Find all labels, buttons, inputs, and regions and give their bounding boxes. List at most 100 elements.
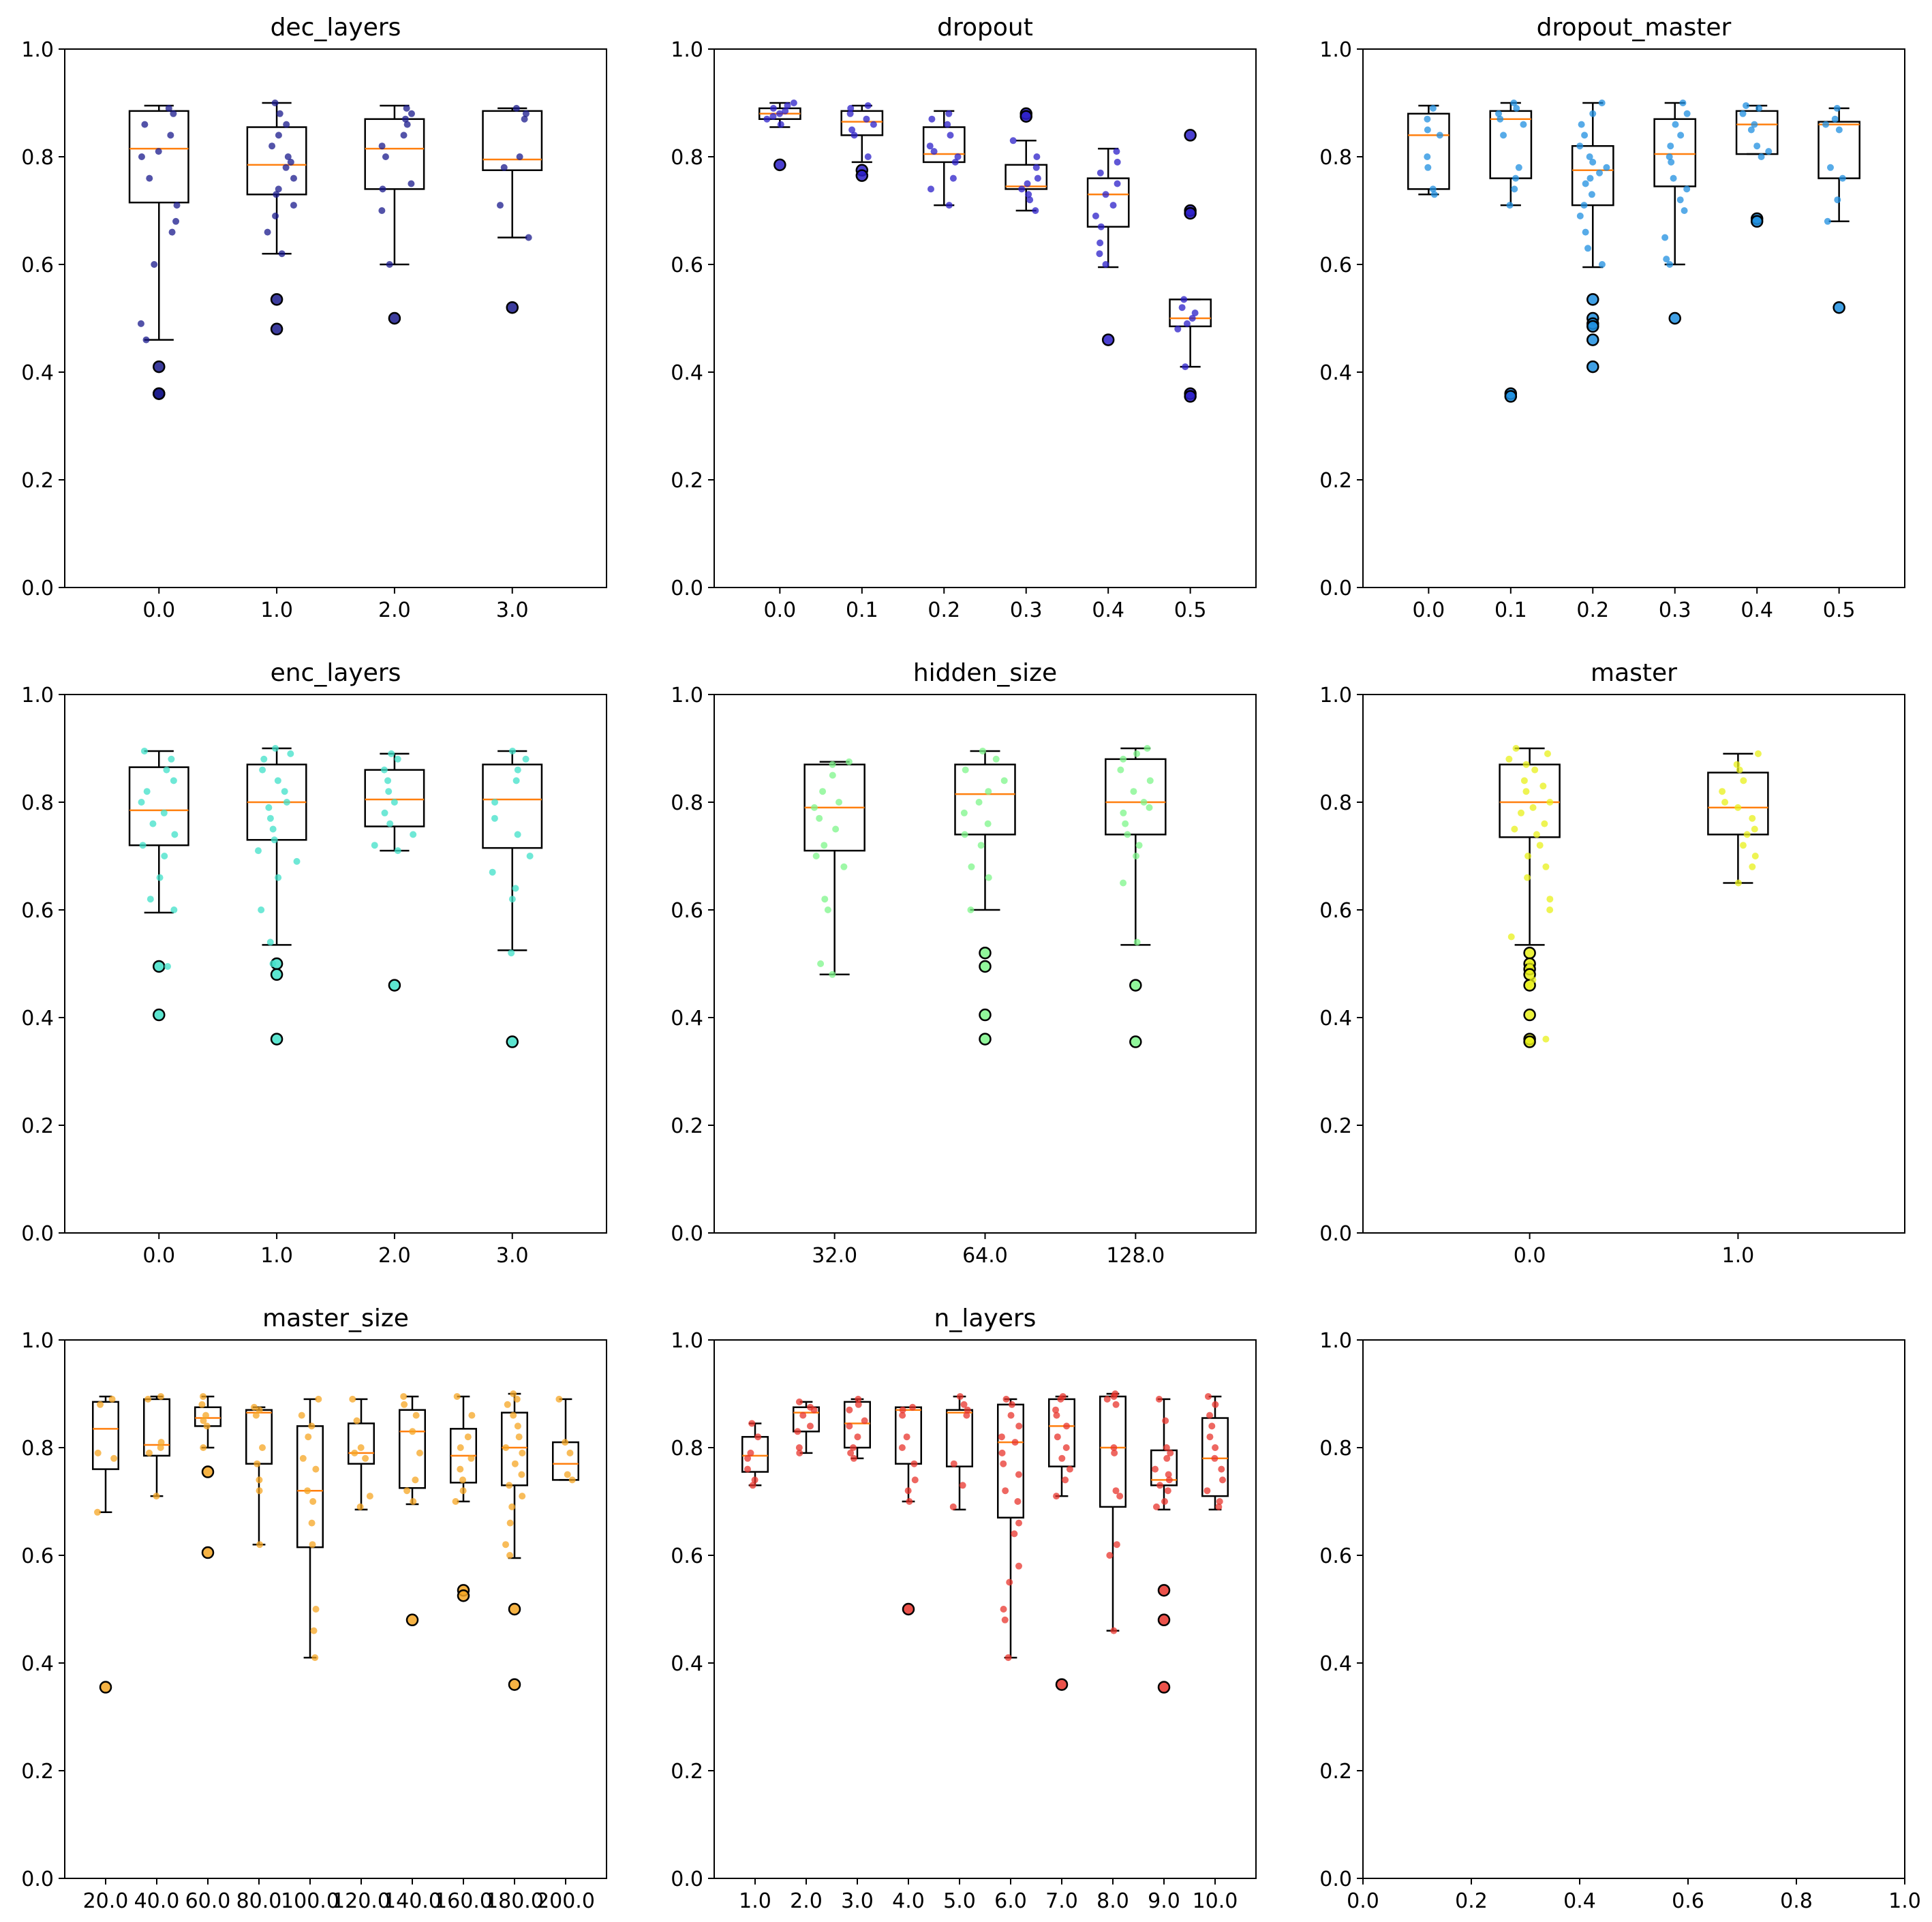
x-tick-label: 9.0 xyxy=(1148,1889,1180,1913)
outlier-point xyxy=(1184,390,1197,403)
data-point xyxy=(1182,363,1189,371)
data-point xyxy=(847,104,855,112)
x-tick-label: 3.0 xyxy=(841,1889,874,1913)
data-point xyxy=(272,745,279,752)
data-point xyxy=(512,885,519,892)
data-point xyxy=(806,1422,814,1430)
data-point xyxy=(904,1487,912,1495)
data-point xyxy=(156,874,164,881)
data-point xyxy=(298,1412,305,1419)
y-tick-label: 0.8 xyxy=(21,1437,54,1461)
data-point xyxy=(168,755,175,763)
data-point xyxy=(1034,174,1041,182)
data-point xyxy=(508,896,516,903)
data-point xyxy=(945,110,953,117)
data-point xyxy=(157,1392,165,1400)
box-iqr xyxy=(1407,112,1450,190)
subplot-title: dropout xyxy=(937,14,1033,42)
box-iqr xyxy=(348,1422,375,1465)
data-point xyxy=(512,104,520,112)
outlier-point xyxy=(270,968,283,981)
data-point xyxy=(1206,1433,1214,1441)
data-point xyxy=(832,825,840,833)
y-tick-label: 0.2 xyxy=(1319,1114,1352,1138)
y-tick-label: 1.0 xyxy=(1319,684,1352,707)
data-point xyxy=(464,1433,472,1441)
y-tick-label: 0.4 xyxy=(21,361,54,385)
y-tick-label: 0.4 xyxy=(1319,1007,1352,1031)
data-point xyxy=(1529,804,1537,811)
x-tick-label: 0.6 xyxy=(1672,1889,1704,1913)
data-point xyxy=(515,1433,523,1441)
data-point xyxy=(1204,1392,1212,1400)
y-tick-label: 0.6 xyxy=(1319,1544,1352,1568)
data-point xyxy=(1191,309,1199,317)
data-point xyxy=(1164,1487,1171,1495)
outlier-point xyxy=(1523,1008,1536,1022)
data-point xyxy=(167,132,174,139)
box-iqr xyxy=(482,763,543,849)
data-point xyxy=(1500,132,1507,139)
subplot-4: enc_layers 0.0 0.2 0.4 0.6 0.8 1.0 0.0 1.0 2.0 3.0 xyxy=(21,659,607,1268)
box-iqr xyxy=(1571,144,1614,207)
outlier-point xyxy=(1129,1035,1142,1048)
data-point xyxy=(160,809,168,817)
subplot-title: dropout_master xyxy=(1537,14,1732,42)
data-point xyxy=(1753,142,1761,150)
box-iqr xyxy=(1489,110,1533,179)
data-point xyxy=(1542,1035,1550,1043)
data-point xyxy=(1032,207,1039,214)
data-point xyxy=(562,1439,569,1446)
data-point xyxy=(1546,896,1554,903)
data-point xyxy=(170,110,177,117)
box-0.1 xyxy=(840,102,884,182)
x-tick-label: 140.0 xyxy=(383,1889,442,1913)
data-point xyxy=(1835,126,1843,134)
data-point xyxy=(930,148,938,155)
box-140.0 xyxy=(399,1392,426,1627)
box-3.0 xyxy=(482,104,543,314)
data-point xyxy=(416,1449,423,1456)
data-point xyxy=(1517,809,1524,817)
outlier-point xyxy=(1750,215,1764,228)
data-point xyxy=(1751,825,1758,833)
x-tick-label: 40.0 xyxy=(134,1889,180,1913)
subplot-title: master_size xyxy=(262,1305,409,1332)
box-iqr xyxy=(1499,763,1561,838)
data-point xyxy=(170,777,177,784)
data-point xyxy=(403,121,411,128)
box-10.0 xyxy=(1201,1392,1229,1511)
data-point xyxy=(1133,939,1141,946)
data-point xyxy=(816,814,823,822)
box-0.0 xyxy=(758,100,801,172)
data-point xyxy=(1216,1498,1223,1505)
data-point xyxy=(287,158,294,166)
data-point xyxy=(1000,1606,1007,1613)
data-point xyxy=(1001,1616,1009,1623)
y-tick-label: 0.6 xyxy=(671,254,703,277)
data-point xyxy=(1024,180,1031,187)
data-point xyxy=(1670,174,1677,182)
axes-frame xyxy=(64,694,607,1234)
data-point xyxy=(1097,169,1104,177)
data-point xyxy=(1734,804,1742,811)
data-point xyxy=(276,110,283,117)
data-point xyxy=(1679,100,1687,106)
data-point xyxy=(509,747,517,754)
x-tick-label: 1.0 xyxy=(260,598,293,622)
x-tick-label: 0.0 xyxy=(1514,1244,1546,1268)
data-point xyxy=(256,1406,263,1414)
data-point xyxy=(1580,202,1588,209)
data-point xyxy=(849,1444,857,1451)
data-point xyxy=(513,1395,521,1403)
data-point xyxy=(1507,933,1515,941)
data-point xyxy=(506,1552,514,1559)
data-point xyxy=(1739,842,1747,849)
data-point xyxy=(457,1465,464,1473)
data-point xyxy=(521,115,528,123)
data-point xyxy=(265,804,273,811)
data-point xyxy=(143,788,151,795)
data-point xyxy=(139,842,147,849)
data-point xyxy=(1156,1482,1164,1489)
data-point xyxy=(1111,1449,1118,1456)
